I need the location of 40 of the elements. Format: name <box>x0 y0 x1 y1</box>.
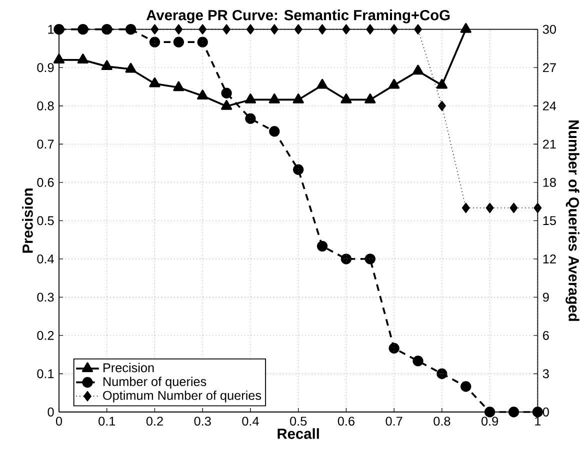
x-tick-label: 0.5 <box>290 416 307 426</box>
x-tick-label: 0.2 <box>146 416 163 426</box>
x-axis-title: Recall <box>278 428 319 439</box>
x-tick-label: 0.9 <box>482 416 498 426</box>
chart-title: Average PR Curve: Semantic Framing+CoG <box>146 10 450 24</box>
x-tick-label: 1 <box>535 416 541 426</box>
y2-tick-label: 12 <box>543 254 556 264</box>
y-tick-label: 0 <box>48 408 54 416</box>
y-tick-label: 0.6 <box>37 178 54 187</box>
y2-tick-label: 0 <box>542 408 549 416</box>
y-tick-label: 0.9 <box>37 63 54 72</box>
y2-axis-title: Number of Queries Averaged <box>566 120 580 321</box>
legend-label: Precision <box>104 362 154 372</box>
x-tick-label: 0 <box>56 416 62 426</box>
y-axis-title: Precision <box>22 188 33 253</box>
x-tick-label: 0.8 <box>434 416 450 426</box>
y2-tick-label: 9 <box>542 292 549 302</box>
x-tick-label: 0.6 <box>338 416 354 426</box>
y2-tick-label: 3 <box>542 369 549 378</box>
y-tick-label: 0.5 <box>37 216 54 226</box>
y-tick-label: 1 <box>48 24 54 34</box>
y-tick-label: 0.4 <box>37 254 54 264</box>
y-tick-label: 0.2 <box>37 330 54 340</box>
y2-tick-label: 24 <box>543 101 556 110</box>
x-tick-label: 0.3 <box>194 416 211 426</box>
y2-tick-label: 30 <box>542 24 556 34</box>
x-tick-label: 0.4 <box>242 416 259 426</box>
y2-tick-label: 6 <box>543 330 549 340</box>
y2-tick-label: 21 <box>543 140 556 149</box>
legend-label: Number of queries <box>104 376 206 389</box>
y-tick-label: 0.3 <box>37 292 54 302</box>
y-tick-label: 0.7 <box>37 140 54 149</box>
y2-tick-label: 15 <box>543 216 556 226</box>
x-tick-label: 0.7 <box>386 416 402 426</box>
legend-label: Optimum Number of queries <box>103 390 262 402</box>
y2-tick-label: 27 <box>543 63 556 72</box>
x-tick-label: 0.1 <box>98 416 116 426</box>
y2-tick-label: 18 <box>543 178 556 187</box>
y-tick-label: 0.8 <box>37 101 54 110</box>
y-tick-label: 0.1 <box>37 369 54 378</box>
